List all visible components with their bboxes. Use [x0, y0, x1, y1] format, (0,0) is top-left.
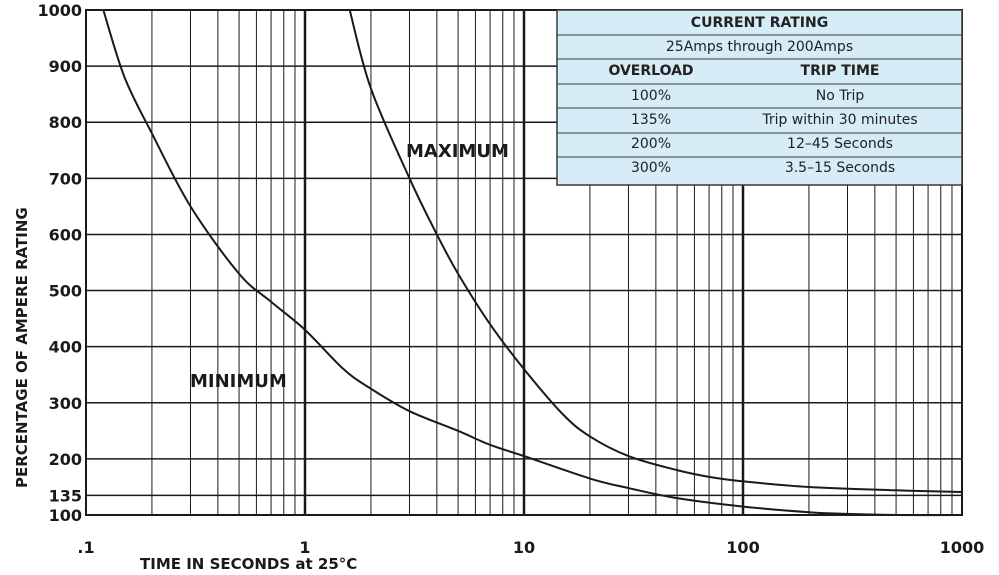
x-tick-label: 1000	[940, 538, 985, 557]
y-tick-label: 135	[49, 486, 82, 505]
x-tick-label: 1	[299, 538, 310, 557]
y-tick-label: 100	[49, 506, 82, 525]
maximum-curve-label: MAXIMUM	[406, 141, 509, 162]
curves	[102, 9, 963, 517]
minimum-curve-label: MINIMUM	[190, 371, 287, 392]
table-row-trip-time: Trip within 30 minutes	[761, 112, 917, 128]
x-axis-title: TIME IN SECONDS at 25°C	[140, 555, 357, 573]
series-line-maximum	[348, 9, 963, 493]
y-axis-title: PERCENTAGE OF AMPERE RATING	[13, 207, 31, 488]
x-tick-label: 100	[726, 538, 759, 557]
series-line-minimum	[102, 9, 963, 517]
y-tick-label: 600	[49, 225, 82, 244]
x-tick-label: 10	[513, 538, 535, 557]
table-row-trip-time: 3.5–15 Seconds	[785, 160, 895, 176]
y-tick-label: 900	[49, 57, 82, 76]
table-title: CURRENT RATING	[691, 15, 828, 31]
y-tick-label: 800	[49, 113, 82, 132]
table-row-overload: 135%	[631, 112, 671, 128]
table-row-trip-time: 12–45 Seconds	[787, 136, 893, 152]
table-row-overload: 300%	[631, 160, 671, 176]
table-row-overload: 100%	[631, 88, 671, 104]
table-header-trip-time: TRIP TIME	[801, 63, 880, 79]
table-row-trip-time: No Trip	[816, 88, 865, 104]
y-tick-label: 1000	[37, 1, 82, 20]
table-row-overload: 200%	[631, 136, 671, 152]
y-tick-label: 500	[49, 282, 82, 301]
table-header-overload: OVERLOAD	[608, 63, 693, 79]
y-tick-label: 400	[49, 338, 82, 357]
table-background	[556, 9, 963, 186]
plot-frame	[85, 9, 963, 516]
current-rating-table: CURRENT RATING 25Amps through 200Amps OVER…	[556, 9, 963, 186]
y-tick-label: 200	[49, 450, 82, 469]
y-tick-label: 300	[49, 394, 82, 413]
table-subtitle: 25Amps through 200Amps	[666, 39, 853, 55]
x-tick-label: .1	[77, 538, 94, 557]
y-tick-label: 700	[49, 169, 82, 188]
